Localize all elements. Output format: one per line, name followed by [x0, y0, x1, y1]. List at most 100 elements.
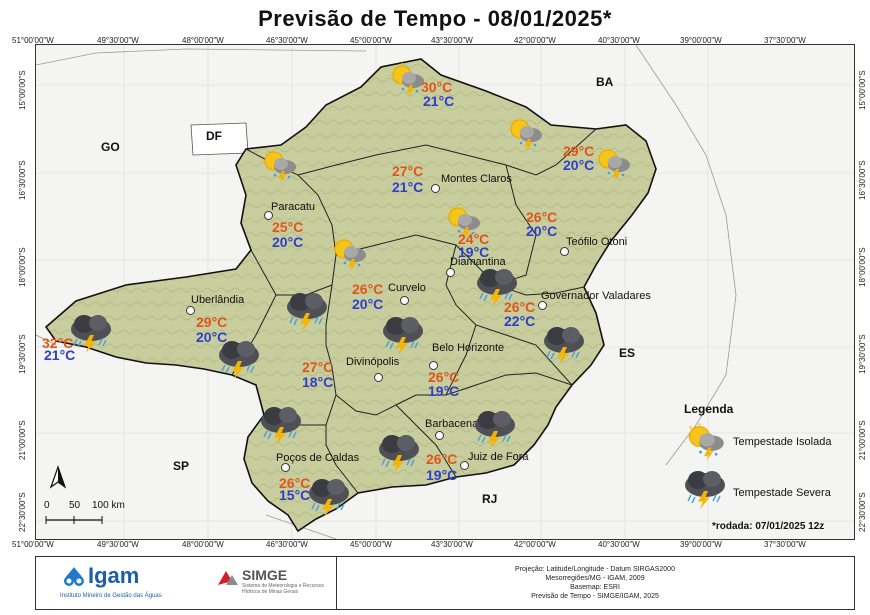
scale-label-100: 100 km [92, 500, 125, 511]
credits-mesorregioes: Mesorregiões/MG - IGAM, 2009 [545, 575, 645, 582]
coord-top-1: 49°30'00"W [97, 36, 139, 45]
coord-bottom-9: 37°30'00"W [764, 540, 806, 549]
coord-top-9: 37°30'00"W [764, 36, 806, 45]
legend-tempestade-severa-icon [685, 471, 725, 509]
rodada-note: *rodada: 07/01/2025 12z [712, 521, 825, 532]
temp-min: 19°C [458, 244, 490, 260]
credits-projecao: Projeção: Latitude/Longitude - Datum SIR… [515, 566, 675, 573]
city-marker [560, 247, 569, 256]
coord-right-2: 18°00'00"S [858, 247, 867, 287]
scale-label-0: 0 [44, 500, 50, 511]
temp-min: 18°C [302, 374, 334, 390]
temp-max: 30°C [421, 79, 453, 95]
temp-min: 20°C [352, 296, 384, 312]
coord-left-2: 18°00'00"S [18, 247, 27, 287]
temp-min: 20°C [272, 234, 304, 250]
tempestade-isolada-icon [446, 205, 480, 239]
city-label-barbacena: Barbacena [425, 418, 479, 430]
coord-right-4: 21°00'00"S [858, 420, 867, 460]
map-frame: GO DF BA ES SP RJ Montes Claros Paracatu… [35, 44, 855, 540]
coord-right-1: 16°30'00"S [858, 160, 867, 200]
city-label-diamantina: Diamantina [450, 256, 506, 268]
scale-label-50: 50 [69, 500, 81, 511]
city-label-montes-claros: Montes Claros [441, 173, 512, 185]
simge-logo-subtitle: Sistema de Meteorologia e Recursos Hídri… [242, 583, 324, 595]
city-label-teofilo-otoni: Teófilo Otoni [566, 236, 628, 248]
coord-top-2: 48°00'00"W [182, 36, 224, 45]
temp-min: 21°C [423, 93, 455, 109]
temp-max: 26°C [352, 281, 384, 297]
temp-min: 20°C [196, 329, 228, 345]
tempestade-severa-icon [477, 269, 517, 307]
state-label-rj: RJ [482, 492, 498, 506]
tempestade-severa-icon [309, 479, 349, 517]
igam-logo-text: Igam [88, 563, 140, 588]
tempestade-isolada-icon [596, 147, 630, 181]
coord-top-3: 46°30'00"W [266, 36, 308, 45]
footer-divider [336, 557, 337, 609]
coord-bottom-1: 49°30'00"W [97, 540, 139, 549]
coord-bottom-8: 39°00'00"W [680, 540, 722, 549]
city-marker [429, 361, 438, 370]
coord-left-1: 16°30'00"S [18, 160, 27, 200]
coord-top-6: 42°00'00"W [514, 36, 556, 45]
legend-tempestade-isolada-icon [686, 423, 724, 461]
city-label-paracatu: Paracatu [271, 201, 316, 213]
city-marker [264, 211, 273, 220]
credits-previsao: Previsão de Tempo - SIMGE/IGAM, 2025 [531, 593, 659, 600]
coord-right-3: 19°30'00"S [858, 334, 867, 374]
coord-left-5: 22°30'00"S [18, 492, 27, 532]
legend-label-isolada: Tempestade Isolada [733, 436, 832, 448]
simge-logo-text: SIMGE [242, 567, 288, 583]
temp-max: 26°C [504, 299, 536, 315]
tempestade-isolada-icon [508, 117, 542, 151]
temp-min: 21°C [392, 179, 424, 195]
legend-title: Legenda [684, 402, 734, 416]
coord-bottom-5: 43°30'00"W [431, 540, 473, 549]
city-marker [400, 296, 409, 305]
tempestade-severa-icon [383, 317, 423, 355]
temp-max: 27°C [302, 359, 334, 375]
temp-min: 20°C [563, 157, 595, 173]
state-label-ba: BA [596, 75, 614, 89]
tempestade-isolada-icon [332, 237, 366, 271]
city-marker [186, 306, 195, 315]
coord-bottom-7: 40°30'00"W [598, 540, 640, 549]
city-label-uberlandia: Uberlândia [191, 294, 245, 306]
city-marker [374, 373, 383, 382]
temp-max: 29°C [563, 143, 595, 159]
coord-top-5: 43°30'00"W [431, 36, 473, 45]
city-marker [446, 268, 455, 277]
tempestade-severa-icon [475, 411, 515, 449]
temp-max: 26°C [279, 475, 311, 491]
igam-logo-subtitle: Instituto Mineiro de Gestão das Águas [60, 593, 162, 599]
tempestade-severa-icon [71, 315, 111, 353]
state-label-df: DF [206, 129, 222, 143]
tempestade-severa-icon [287, 293, 327, 331]
city-marker [460, 461, 469, 470]
coord-right-5: 22°30'00"S [858, 492, 867, 532]
footer-panel: Igam Instituto Mineiro de Gestão das Águ… [35, 556, 855, 610]
city-label-curvelo: Curvelo [388, 282, 426, 294]
coord-left-0: 15°00'00"S [18, 70, 27, 110]
coord-bottom-3: 46°30'00"W [266, 540, 308, 549]
temp-min: 19°C [426, 467, 458, 483]
tempestade-severa-icon [219, 341, 259, 379]
temp-max: 26°C [526, 209, 558, 225]
city-marker [431, 184, 440, 193]
temp-max: 25°C [272, 219, 304, 235]
temp-min: 15°C [279, 487, 311, 503]
city-label-governador-valadares: Governador Valadares [541, 290, 651, 302]
temp-min: 21°C [44, 347, 76, 363]
tempestade-severa-icon [379, 435, 419, 473]
temp-max: 26°C [428, 369, 460, 385]
temp-max: 26°C [426, 451, 458, 467]
temp-min: 20°C [526, 223, 558, 239]
city-label-juiz-de-fora: Juiz de Fora [468, 451, 529, 463]
coord-bottom-6: 42°00'00"W [514, 540, 556, 549]
coord-top-8: 39°00'00"W [680, 36, 722, 45]
tempestade-isolada-icon [390, 63, 424, 97]
coord-left-4: 21°00'00"S [18, 420, 27, 460]
coord-top-4: 45°00'00"W [350, 36, 392, 45]
city-label-belo-horizonte: Belo Horizonte [432, 342, 505, 354]
